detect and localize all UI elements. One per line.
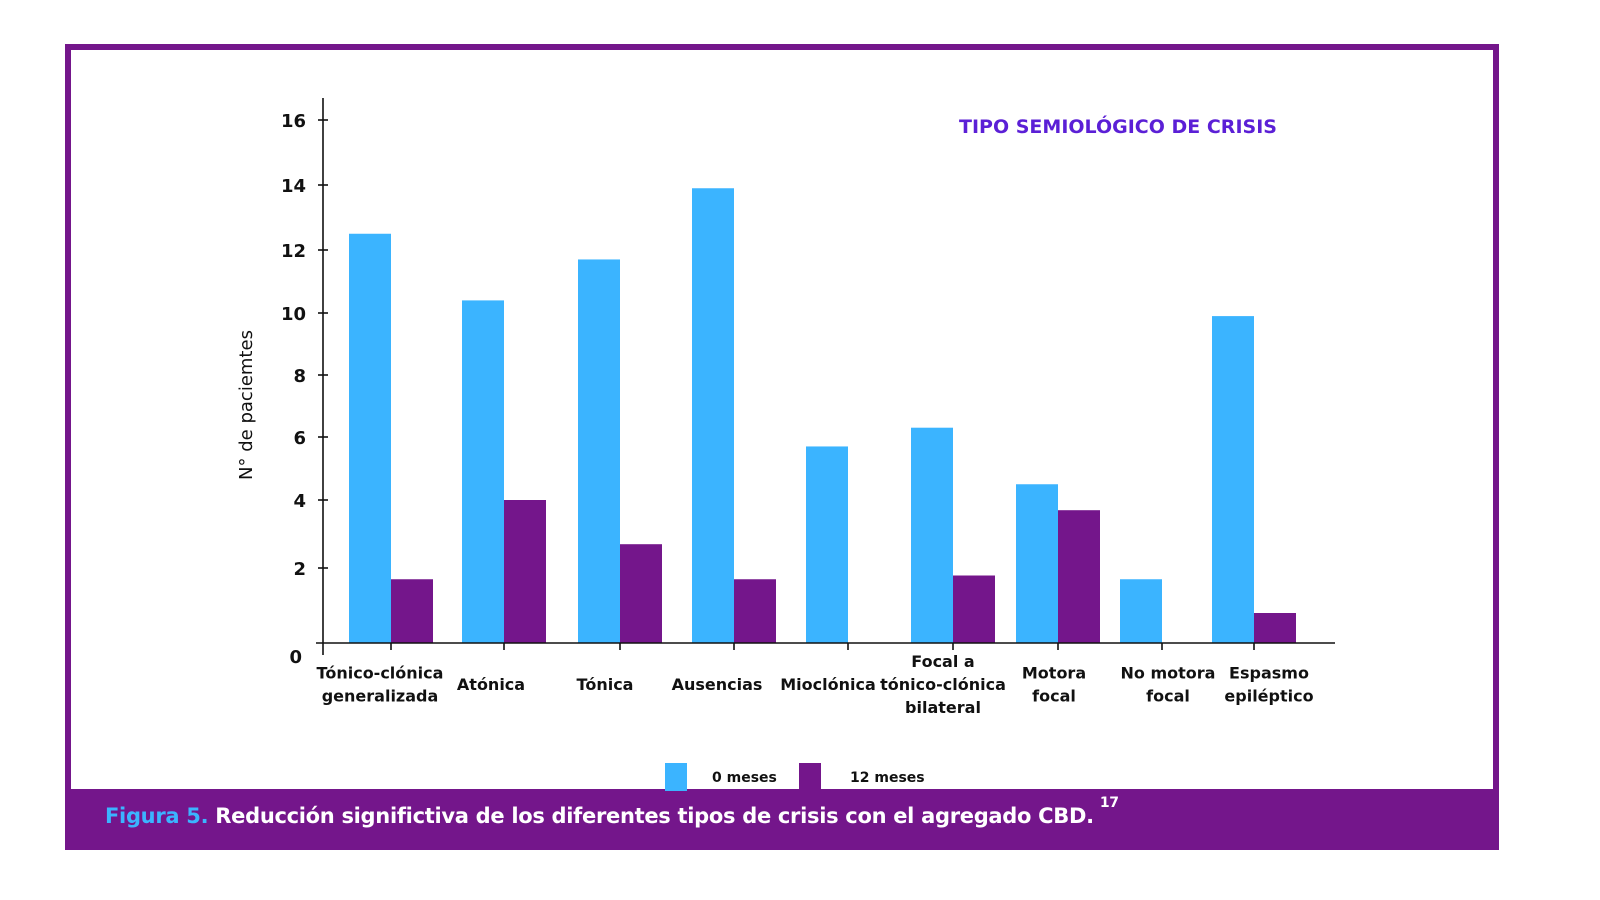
y-tick-label: 16 — [281, 111, 306, 132]
y-tick-label: 10 — [281, 304, 306, 325]
figure-label: Figura 5. — [105, 804, 209, 828]
x-category-label: Tónico-clónica generalizada — [317, 664, 444, 706]
caption-text: Reducción significtiva de los diferentes… — [215, 804, 1094, 828]
x-category-label: Focal a tónico-clónica bilateral — [880, 652, 1006, 717]
y-tick-label: 4 — [293, 491, 306, 512]
chart-title: TIPO SEMIOLÓGICO DE CRISIS — [959, 114, 1277, 138]
x-category-label: Mioclónica — [780, 675, 876, 694]
bar-0-meses — [1212, 316, 1254, 643]
bar-0-meses — [911, 427, 953, 643]
figure-caption: Figura 5. Reducción significtiva de los … — [105, 795, 1119, 828]
bar-12-meses — [391, 579, 433, 643]
bar-12-meses — [620, 544, 662, 643]
x-category-label-line: epiléptico — [1224, 687, 1313, 706]
bar-12-meses — [1058, 510, 1100, 643]
y-tick-label: 6 — [293, 428, 306, 449]
y-tick-label: 14 — [281, 176, 306, 197]
x-category-label: Ausencias — [672, 675, 763, 694]
y-tick-label: 0 — [289, 647, 302, 668]
y-tick-label: 8 — [293, 366, 306, 387]
x-category-label-line: Mioclónica — [780, 675, 876, 694]
x-category-label-line: No motora — [1121, 664, 1216, 683]
y-tick-label: 12 — [281, 241, 306, 262]
y-ticks-group: 0 2 4 6 8 10 12 14 16 — [281, 111, 328, 668]
bar-12-meses — [504, 500, 546, 643]
x-category-label-line: generalizada — [322, 687, 439, 706]
x-category-label: Motora focal — [1022, 664, 1086, 706]
legend-swatch-0-meses — [665, 763, 687, 791]
x-ticks-group: Tónico-clónica generalizada Atónica Tónica A… — [317, 643, 1314, 717]
bar-0-meses — [1120, 579, 1162, 643]
x-category-label: No motora focal — [1121, 664, 1216, 706]
x-category-label-line: Tónico-clónica — [317, 664, 444, 683]
y-axis-label: N° de paciemtes — [236, 330, 257, 480]
y-tick-label: 2 — [293, 559, 306, 580]
x-category-label-line: bilateral — [905, 698, 981, 717]
bars-group — [349, 188, 1296, 643]
x-category-label-line: Tónica — [577, 675, 634, 694]
x-category-label-line: Ausencias — [672, 675, 763, 694]
x-category-label-line: Atónica — [457, 675, 525, 694]
legend: 0 meses 12 meses — [665, 763, 925, 791]
x-category-label-line: Espasmo — [1229, 664, 1309, 683]
x-category-label: Tónica — [577, 675, 634, 694]
x-category-label-line: Focal a — [911, 652, 974, 671]
legend-label-0-meses: 0 meses — [712, 770, 777, 786]
bar-0-meses — [462, 300, 504, 643]
figure-frame — [65, 44, 1499, 796]
bar-0-meses — [1016, 484, 1058, 643]
bar-0-meses — [349, 233, 391, 643]
bar-12-meses — [1254, 613, 1296, 643]
x-category-label-line: focal — [1032, 687, 1076, 706]
legend-swatch-12-meses — [799, 763, 821, 791]
x-category-label-line: tónico-clónica — [880, 675, 1006, 694]
x-category-label: Espasmo epiléptico — [1224, 664, 1313, 706]
bar-12-meses — [734, 579, 776, 643]
x-category-label-line: focal — [1146, 687, 1190, 706]
caption-band — [65, 789, 1499, 850]
x-category-label-line: Motora — [1022, 664, 1086, 683]
bar-0-meses — [578, 259, 620, 643]
x-category-label: Atónica — [457, 675, 525, 694]
legend-label-12-meses: 12 meses — [850, 770, 925, 786]
bar-12-meses — [953, 575, 995, 643]
bar-0-meses — [692, 188, 734, 643]
reference-number: 17 — [1099, 795, 1119, 811]
bar-0-meses — [806, 446, 848, 643]
